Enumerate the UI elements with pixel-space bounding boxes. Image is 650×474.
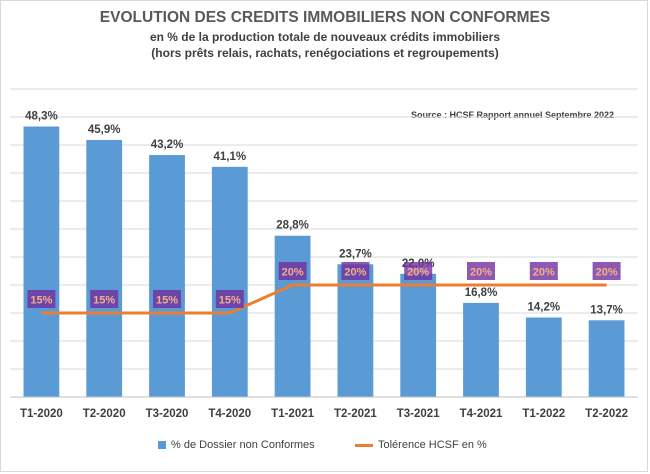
bar-value-label: 43,2%	[151, 139, 184, 151]
bar	[400, 273, 437, 397]
legend-item-bars: % de Dossier non Conformes	[158, 439, 315, 451]
x-tick-label: T2-2022	[585, 408, 628, 420]
x-tick-label: T2-2020	[83, 408, 126, 420]
tolerance-label-box	[404, 262, 433, 280]
x-tick-label: T1-2022	[522, 408, 565, 420]
bar-value-label: 28,8%	[276, 220, 309, 232]
x-tick-label: T4-2020	[208, 408, 251, 420]
chart-title: EVOLUTION DES CREDITS IMMOBILIERS NON CO…	[99, 9, 551, 26]
bar	[588, 320, 625, 397]
x-tick-label: T1-2020	[20, 408, 63, 420]
bar-value-label: 23,7%	[339, 248, 372, 260]
tolerance-label-box	[153, 290, 181, 308]
bar	[23, 126, 60, 398]
tolerance-label-box	[341, 262, 370, 280]
tolerance-label: 20%	[344, 267, 366, 279]
bar-value-label: 13,7%	[590, 304, 623, 316]
tolerance-label: 20%	[407, 267, 429, 279]
tolerance-label: 20%	[533, 267, 555, 279]
bar	[149, 155, 185, 397]
tolerance-label-box	[215, 290, 244, 308]
bar	[463, 302, 499, 397]
bar-value-label: 16,8%	[465, 287, 498, 299]
source-note: Source : HCSF Rapport annuel Septembre 2…	[410, 110, 614, 120]
x-tick-label: T1-2021	[271, 408, 314, 420]
bar	[211, 166, 248, 397]
tolerance-label: 15%	[219, 295, 241, 307]
tolerance-line	[41, 283, 607, 315]
legend: % de Dossier non Conformes Tolérence HCS…	[0, 439, 650, 457]
legend-label-bars: % de Dossier non Conformes	[171, 439, 315, 451]
chart-subtitle-2: (hors prêts relais, rachats, renégociati…	[151, 46, 499, 60]
tolerance-label-box	[27, 290, 56, 308]
bar-value-label: 48,3%	[25, 111, 58, 123]
legend-label-line: Tolérence HCSF en %	[378, 439, 487, 451]
tolerance-label-box	[592, 262, 621, 280]
x-tick-label: T3-2021	[397, 408, 440, 420]
legend-swatch-bars	[158, 441, 166, 449]
legend-swatch-line	[355, 443, 373, 447]
tolerance-label: 15%	[156, 295, 178, 307]
bar-value-label: 45,9%	[88, 124, 121, 136]
tolerance-label: 20%	[282, 267, 304, 279]
bar-value-label: 41,1%	[213, 151, 246, 163]
chart-subtitle-1: en % de la production totale de nouveaux…	[149, 30, 501, 44]
bar	[274, 235, 311, 397]
bar-value-label: 14,2%	[527, 301, 560, 313]
bar	[525, 317, 562, 397]
tolerance-label: 15%	[30, 295, 52, 307]
tolerance-label: 15%	[93, 295, 115, 307]
tolerance-label-box	[529, 262, 558, 280]
x-tick-label: T3-2020	[146, 408, 189, 420]
bar	[86, 139, 123, 397]
tolerance-label-box	[278, 262, 307, 280]
tolerance-label-box	[90, 290, 119, 308]
tolerance-label: 20%	[596, 267, 618, 279]
tolerance-label-box	[467, 262, 495, 280]
x-tick-label: T2-2021	[334, 408, 377, 420]
tolerance-label: 20%	[470, 267, 492, 279]
x-tick-label: T4-2021	[460, 408, 503, 420]
legend-item-line: Tolérence HCSF en %	[355, 439, 487, 451]
